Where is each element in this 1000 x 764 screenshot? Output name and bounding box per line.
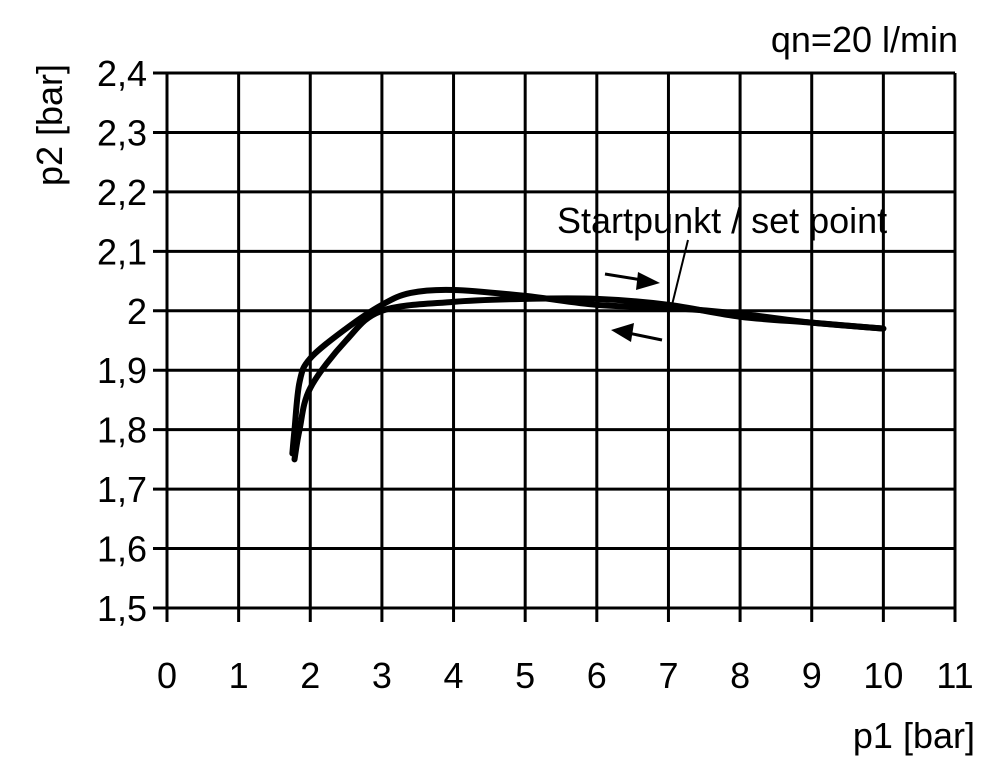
y-tick-label: 1,5 xyxy=(97,588,147,629)
x-axis-label: p1 [bar] xyxy=(853,715,975,756)
x-tick-label: 11 xyxy=(936,655,973,696)
y-axis-label: p2 [bar] xyxy=(29,64,70,186)
chart-title: qn=20 l/min xyxy=(771,19,958,60)
x-tick-label: 7 xyxy=(658,655,678,696)
arrow-right-icon xyxy=(604,272,660,290)
series-lines xyxy=(289,286,887,463)
annotation-leader-line xyxy=(671,239,689,306)
series-line-decreasing xyxy=(289,286,887,457)
grid xyxy=(153,71,957,622)
y-tick-label: 1,6 xyxy=(97,529,147,570)
y-tick-label: 2,1 xyxy=(97,231,147,272)
x-tick-label: 8 xyxy=(730,655,750,696)
x-tick-label: 1 xyxy=(229,655,249,696)
y-tick-label: 2,4 xyxy=(97,53,147,94)
x-tick-label: 5 xyxy=(515,655,535,696)
x-tick-labels: 0 1 2 3 4 5 6 7 8 9 10 11 xyxy=(157,655,974,696)
x-tick-label: 6 xyxy=(587,655,607,696)
y-tick-label: 2 xyxy=(127,291,147,332)
y-tick-labels: 1,5 1,6 1,7 1,8 1,9 2 2,1 2,2 2,3 2,4 xyxy=(97,53,147,629)
x-tick-label: 10 xyxy=(863,655,903,696)
y-tick-label: 2,2 xyxy=(97,172,147,213)
annotation-set-point: Startpunkt / set point xyxy=(557,200,887,241)
y-tick-label: 1,8 xyxy=(97,410,147,451)
y-tick-label: 1,7 xyxy=(97,469,147,510)
x-tick-label: 0 xyxy=(157,655,177,696)
x-tick-label: 9 xyxy=(802,655,822,696)
x-tick-label: 2 xyxy=(300,655,320,696)
arrow-left-icon xyxy=(611,323,663,342)
y-tick-label: 1,9 xyxy=(97,350,147,391)
y-tick-label: 2,3 xyxy=(97,112,147,153)
x-tick-label: 4 xyxy=(444,655,464,696)
x-tick-label: 3 xyxy=(372,655,392,696)
